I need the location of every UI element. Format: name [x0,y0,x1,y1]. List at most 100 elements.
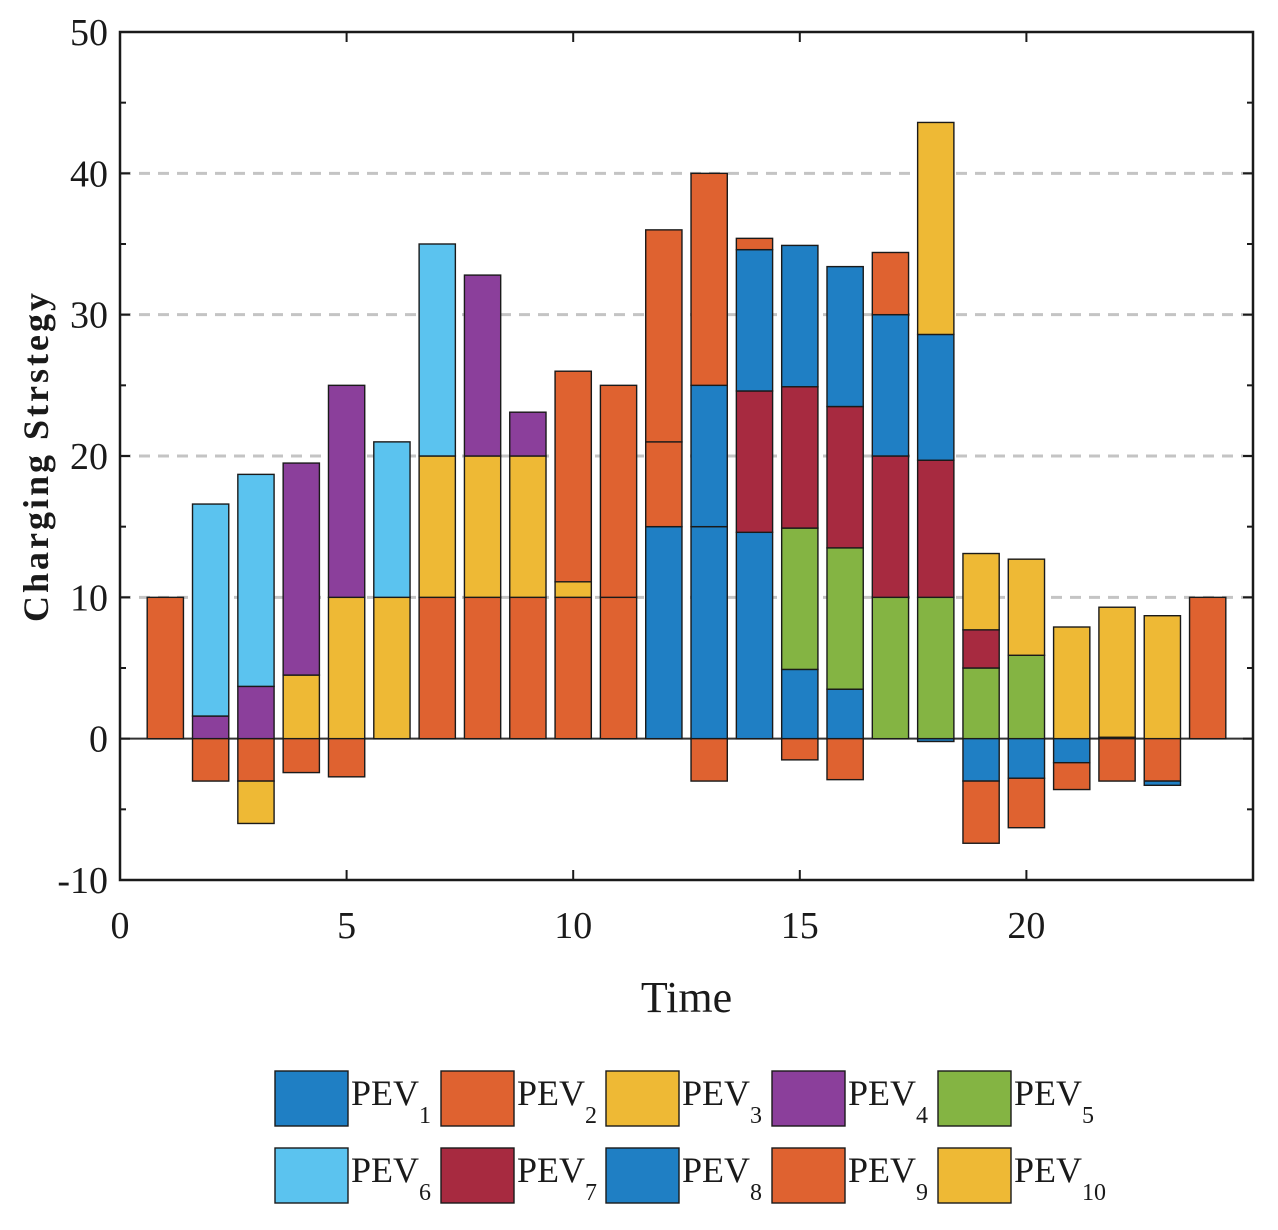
legend-item: PEV1 [274,1070,431,1129]
bar-stack-t4 [282,462,321,774]
bar-segment [463,274,502,457]
bar-segment [327,384,366,599]
legend-swatch [771,1147,846,1204]
bar-segment [237,473,275,688]
bar-segment [735,390,774,534]
bar-segment [1007,654,1046,740]
x-axis-title: Time [641,973,732,1022]
bar-segment [645,525,683,740]
bar-segment [780,386,819,529]
legend-label: PEV10 [1014,1150,1106,1206]
bar-segment [237,780,275,825]
y-tick-label: 10 [70,577,108,619]
legend-swatch [274,1070,349,1127]
bar-segment [871,251,910,316]
bar-segment [1007,777,1046,829]
bar-stack-t20 [1007,558,1046,829]
bar-segment [916,121,955,336]
bar-stack-t11 [599,384,638,740]
bar-segment [554,596,593,740]
legend-label: PEV6 [351,1150,431,1206]
legend-swatch [771,1070,846,1127]
bar-segment [962,552,1000,631]
legend-item: PEV8 [605,1147,762,1206]
legend-swatch [440,1147,515,1204]
bar-stack-t21 [1052,626,1091,791]
bar-stack-t9 [509,411,547,740]
bar-segment [418,596,457,740]
bar-segment [916,333,955,461]
bar-segment [780,244,819,388]
bar-stack-t16 [826,265,864,781]
bar-segment [509,596,547,740]
y-tick-label: 20 [70,436,108,478]
legend-subscript: 8 [750,1180,762,1206]
legend-swatch [605,1070,680,1127]
bar-segment [916,737,955,743]
bar-segment [962,629,1000,669]
bar-segment [554,581,593,599]
bar-segment [1052,737,1091,764]
bar-segment [690,172,728,387]
bar-segment [327,737,366,778]
bar-segment [554,370,593,583]
bar-segment [690,525,728,740]
bar-segment [826,265,864,408]
bar-segment [962,737,1000,782]
bar-segment [826,737,864,781]
legend-subscript: 2 [585,1103,597,1129]
legend-label: PEV4 [848,1073,928,1129]
bar-segment [191,737,230,782]
bar-segment [1007,737,1046,779]
bar-segment [418,243,457,457]
bar-segment [237,737,275,782]
y-tick-label: -10 [57,860,108,902]
legend-label: PEV9 [848,1150,928,1206]
bar-segment [826,405,864,549]
bar-segment [1188,596,1227,740]
legend-subscript: 7 [585,1180,597,1206]
bar-segment [690,384,728,528]
legend-item: PEV2 [440,1070,597,1129]
legend-label: PEV7 [517,1150,597,1206]
bar-segment [191,503,230,717]
bar-segment [373,441,411,599]
bar-segment [780,527,819,671]
bar-segment [1143,615,1182,740]
bar-stack-t19 [962,552,1000,844]
legend-item: PEV7 [440,1147,597,1206]
bar-stack-t5 [327,384,366,778]
legend-subscript: 1 [419,1103,431,1129]
legend: PEV1 PEV2 PEV3 PEV4 PEV5 PEV6 PEV7 PEV8 PEV9 PEV1… [274,1070,1106,1206]
bar-segment [463,455,502,599]
bar-stack-t24 [1188,596,1227,740]
bar-stacks [146,121,1227,844]
legend-label: PEV2 [517,1073,597,1129]
legend-item: PEV10 [937,1147,1106,1206]
bar-stack-t13 [690,172,728,782]
bar-segment [645,229,683,443]
legend-subscript: 5 [1082,1103,1094,1129]
bar-stack-t8 [463,274,502,740]
y-axis-title: Charging Strstegy [16,290,56,622]
bar-segment [418,455,457,599]
x-tick-label: 5 [337,905,356,947]
bar-segment [191,715,230,740]
y-tick-label: 30 [70,295,108,337]
bar-segment [916,459,955,599]
legend-item: PEV4 [771,1070,928,1129]
bar-stack-t23 [1143,615,1182,787]
legend-swatch [937,1070,1012,1127]
legend-swatch [605,1147,680,1204]
y-tick-label: 40 [70,153,108,195]
bar-segment [282,674,321,740]
bar-stack-t12 [645,229,683,740]
legend-item: PEV3 [605,1070,762,1129]
bar-segment [780,737,819,761]
legend-item: PEV5 [937,1070,1094,1129]
bar-segment [146,596,185,740]
bar-segment [373,596,411,740]
bar-segment [282,737,321,774]
bar-segment [1098,737,1136,782]
bar-stack-t1 [146,596,185,740]
